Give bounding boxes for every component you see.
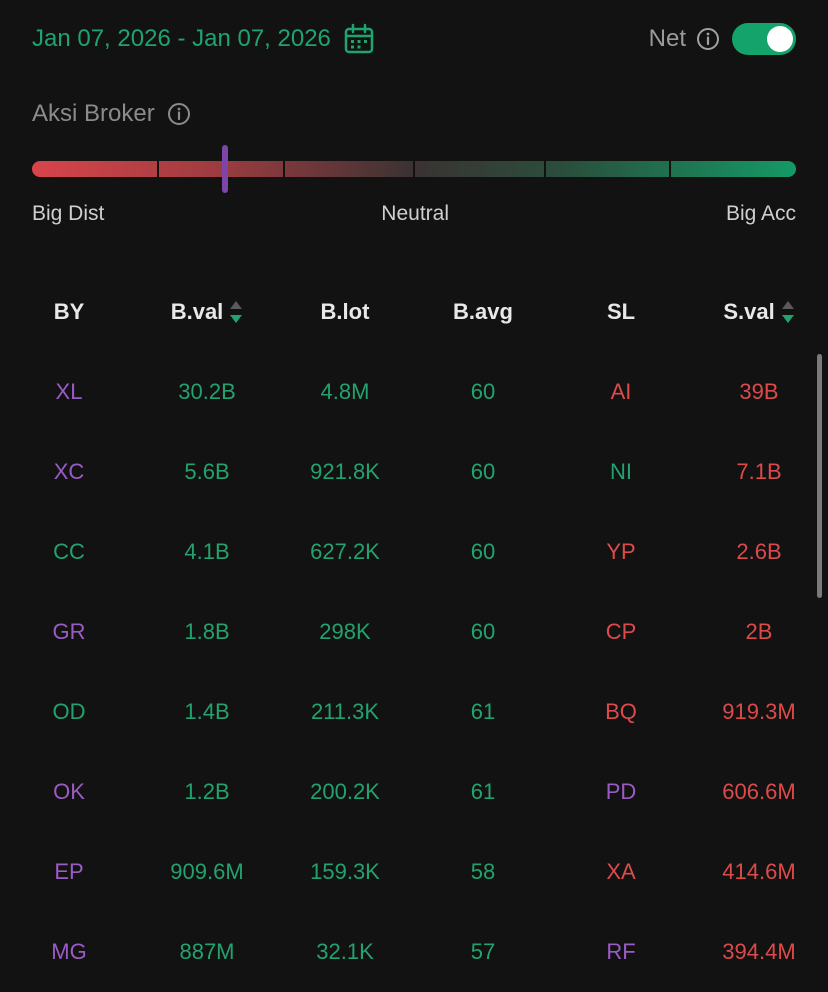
meter-label-center: Neutral	[381, 202, 449, 225]
column-header-bavg[interactable]: B.avg	[414, 299, 552, 325]
column-label: B.val	[170, 299, 224, 324]
info-icon[interactable]	[167, 102, 191, 126]
table-body: XL 30.2B 4.8M 60 AI 39B XC 5.6B 921.8K 60 NI 7.1B CC…	[0, 352, 828, 992]
column-label: B.avg	[453, 299, 513, 324]
section-title: Aksi Broker	[32, 100, 191, 128]
cell-seller[interactable]: BQ	[605, 699, 637, 724]
column-header-by[interactable]: BY	[0, 299, 138, 325]
cell-buy-avg: 58	[470, 859, 496, 884]
cell-buy-value: 5.6B	[184, 459, 230, 484]
cell-buy-avg: 57	[470, 939, 496, 964]
cell-buyer[interactable]: CC	[53, 539, 85, 564]
cell-buy-value: 909.6M	[170, 859, 244, 884]
info-icon[interactable]	[696, 27, 720, 51]
cell-buy-lot: 32.1K	[316, 939, 374, 964]
column-label: S.val	[723, 299, 775, 324]
cell-buyer[interactable]: OD	[52, 699, 86, 724]
cell-buy-lot: 921.8K	[310, 459, 380, 484]
cell-sell-value: 7.1B	[736, 459, 782, 484]
meter-separator	[544, 161, 546, 177]
cell-buyer[interactable]: XC	[53, 459, 85, 484]
cell-buy-avg: 60	[470, 619, 496, 644]
cell-buy-value: 1.2B	[184, 779, 230, 804]
net-toggle[interactable]	[732, 23, 796, 55]
column-header-sval[interactable]: S.val	[690, 299, 828, 325]
cell-seller[interactable]: XA	[606, 859, 636, 884]
cell-sell-value: 414.6M	[722, 859, 796, 884]
table-row[interactable]: OD 1.4B 211.3K 61 BQ 919.3M	[0, 672, 828, 752]
cell-buy-avg: 60	[470, 379, 496, 404]
column-header-sl[interactable]: SL	[552, 299, 690, 325]
cell-buy-avg: 60	[470, 539, 496, 564]
cell-buy-lot: 211.3K	[310, 699, 380, 724]
cell-sell-value: 2B	[745, 619, 773, 644]
cell-buy-value: 1.4B	[184, 699, 230, 724]
cell-seller[interactable]: PD	[605, 779, 637, 804]
meter-labels: Big Dist Neutral Big Acc	[32, 202, 796, 232]
calendar-icon[interactable]	[343, 23, 375, 55]
cell-buy-lot: 627.2K	[310, 539, 380, 564]
table-row[interactable]: EP 909.6M 159.3K 58 XA 414.6M	[0, 832, 828, 912]
toggle-knob	[767, 26, 793, 52]
broker-action-title: Aksi Broker	[32, 100, 155, 127]
cell-buy-value: 4.1B	[184, 539, 230, 564]
column-label: B.lot	[320, 299, 370, 324]
date-range-picker[interactable]: Jan 07, 2026 - Jan 07, 2026	[32, 23, 375, 55]
table-row[interactable]: XL 30.2B 4.8M 60 AI 39B	[0, 352, 828, 432]
cell-seller[interactable]: NI	[610, 459, 632, 484]
cell-buy-avg: 60	[470, 459, 496, 484]
sort-icon[interactable]	[781, 299, 795, 325]
cell-buy-avg: 61	[470, 699, 496, 724]
cell-seller[interactable]: CP	[605, 619, 637, 644]
table-row[interactable]: XC 5.6B 921.8K 60 NI 7.1B	[0, 432, 828, 512]
cell-buy-lot: 200.2K	[310, 779, 380, 804]
cell-buy-lot: 298K	[319, 619, 371, 644]
cell-sell-value: 394.4M	[722, 939, 796, 964]
column-header-blot[interactable]: B.lot	[276, 299, 414, 325]
cell-buy-value: 1.8B	[184, 619, 230, 644]
cell-buyer[interactable]: MG	[51, 939, 87, 964]
cell-sell-value: 919.3M	[722, 699, 796, 724]
cell-sell-value: 39B	[739, 379, 779, 404]
cell-buy-avg: 61	[470, 779, 496, 804]
broker-action-meter	[32, 145, 796, 193]
column-label: BY	[53, 299, 85, 324]
table-row[interactable]: OK 1.2B 200.2K 61 PD 606.6M	[0, 752, 828, 832]
net-label: Net	[648, 25, 686, 52]
table-header: BY B.val B.lot B.avg SL S.val	[0, 272, 828, 352]
cell-buy-value: 887M	[179, 939, 235, 964]
meter-label-left: Big Dist	[32, 202, 105, 225]
cell-buy-lot: 4.8M	[320, 379, 370, 404]
cell-buyer[interactable]: XL	[55, 379, 83, 404]
meter-label-right: Big Acc	[725, 202, 796, 225]
cell-buy-value: 30.2B	[178, 379, 236, 404]
date-range-text: Jan 07, 2026 - Jan 07, 2026	[32, 25, 331, 52]
table-row[interactable]: GR 1.8B 298K 60 CP 2B	[0, 592, 828, 672]
top-bar: Jan 07, 2026 - Jan 07, 2026 Net	[32, 16, 796, 62]
cell-buyer[interactable]: EP	[54, 859, 84, 884]
cell-buyer[interactable]: GR	[52, 619, 86, 644]
cell-buyer[interactable]: OK	[53, 779, 85, 804]
meter-separator	[413, 161, 415, 177]
column-header-bval[interactable]: B.val	[138, 299, 276, 325]
column-label: SL	[606, 299, 636, 324]
cell-seller[interactable]: AI	[610, 379, 632, 404]
meter-separator	[157, 161, 159, 177]
meter-pointer	[222, 145, 229, 193]
cell-sell-value: 606.6M	[722, 779, 796, 804]
cell-sell-value: 2.6B	[736, 539, 782, 564]
cell-seller[interactable]: RF	[606, 939, 636, 964]
sort-icon[interactable]	[229, 299, 243, 325]
scrollbar[interactable]	[817, 354, 822, 598]
cell-buy-lot: 159.3K	[310, 859, 380, 884]
broker-table: BY B.val B.lot B.avg SL S.val	[0, 272, 828, 992]
meter-separator	[669, 161, 671, 177]
table-row[interactable]: CC 4.1B 627.2K 60 YP 2.6B	[0, 512, 828, 592]
net-control: Net	[649, 23, 796, 55]
cell-seller[interactable]: YP	[606, 539, 636, 564]
table-row[interactable]: MG 887M 32.1K 57 RF 394.4M	[0, 912, 828, 992]
meter-separator	[283, 161, 285, 177]
